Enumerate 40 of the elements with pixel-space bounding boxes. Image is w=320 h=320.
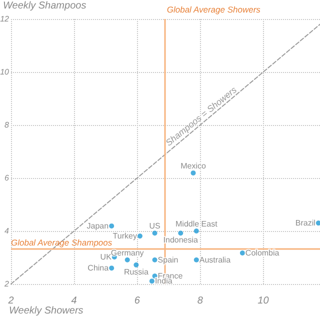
- point: [134, 262, 139, 268]
- x-tick-label: 8: [197, 296, 204, 306]
- x-tick-label: 6: [134, 296, 140, 306]
- point: [109, 223, 114, 228]
- point: [109, 266, 114, 271]
- y-tick-label: 6: [4, 174, 10, 182]
- y-tick-label: 12: [0, 14, 10, 24]
- y-axis-title: Weekly Shampoos: [3, 0, 86, 12]
- annotation: Mexico: [180, 161, 206, 170]
- point: [137, 234, 142, 239]
- x-tick-label: 10: [258, 296, 270, 306]
- annotation: Middle East: [176, 220, 218, 228]
- ref-line-label: Global Average Shampoos: [11, 238, 113, 248]
- point: [149, 278, 154, 284]
- point: [178, 230, 184, 236]
- annotation: Colombia: [245, 248, 280, 258]
- annotation: Japan: [86, 221, 109, 230]
- x-axis-title: Weekly Showers: [9, 306, 84, 316]
- annotation: UK: [100, 252, 112, 262]
- point: [124, 257, 130, 262]
- y-tick-label: 2: [4, 280, 10, 288]
- point: [152, 257, 158, 262]
- annotation: Russia: [124, 267, 149, 276]
- point: [240, 250, 245, 256]
- point: [190, 170, 196, 176]
- y-tick-label: 4: [4, 226, 10, 236]
- point: [152, 230, 158, 236]
- annotation: US: [149, 222, 160, 231]
- annotation: Turkey: [112, 232, 137, 241]
- ref-line-label: Global Average Showers: [166, 4, 262, 14]
- annotation: Australia: [199, 255, 232, 264]
- annotation: Brazil: [295, 218, 316, 228]
- point: [194, 228, 199, 234]
- annotation: China: [88, 264, 110, 273]
- y-tick-label: 8: [4, 120, 10, 130]
- y-tick-label: 10: [0, 68, 10, 76]
- point: [316, 220, 320, 226]
- annotation: Germany: [110, 248, 144, 258]
- point: [194, 257, 199, 262]
- x-tick-label: 4: [71, 296, 78, 306]
